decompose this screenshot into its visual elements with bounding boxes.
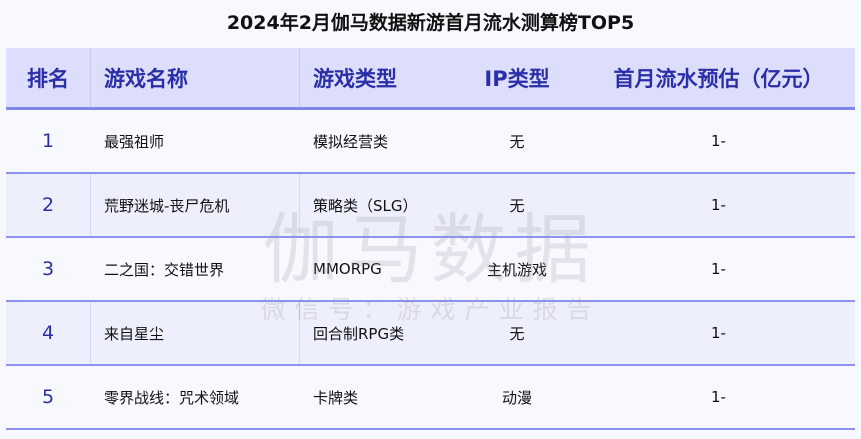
header-revenue: 首月流水预估（亿元） — [613, 66, 824, 91]
ip-type: 无 — [509, 324, 525, 343]
game-genre: 回合制RPG类 — [313, 324, 405, 343]
header-name: 游戏名称 — [104, 66, 188, 91]
table-row: 2 荒野迷城-丧尸危机 策略类（SLG） 无 1- — [6, 174, 855, 238]
revenue: 1- — [711, 196, 726, 214]
ip-type: 主机游戏 — [486, 260, 547, 279]
game-name: 荒野迷城-丧尸危机 — [104, 196, 230, 215]
ranking-table: 排名 游戏名称 游戏类型 IP类型 首月流水预估（亿元） 1 最强祖师 模拟经营… — [6, 48, 855, 430]
table-row: 4 来自星尘 回合制RPG类 无 1- — [6, 302, 855, 366]
column-divider — [90, 302, 91, 364]
table-row: 5 零界战线：咒术领域 卡牌类 动漫 1- — [6, 366, 855, 430]
game-genre: 策略类（SLG） — [313, 196, 418, 215]
page-title: 2024年2月伽马数据新游首月流水测算榜TOP5 — [226, 12, 635, 34]
revenue: 1- — [711, 132, 726, 150]
rank: 4 — [41, 322, 55, 344]
game-name: 二之国：交错世界 — [104, 260, 225, 279]
rank: 3 — [41, 258, 55, 280]
game-genre: MMORPG — [313, 260, 382, 278]
column-divider — [299, 302, 300, 364]
watermark-logo: 伽马数据 — [262, 205, 599, 294]
ip-type: 无 — [509, 196, 525, 215]
rank: 5 — [41, 386, 55, 408]
ip-type: 无 — [509, 132, 525, 151]
column-divider — [90, 48, 91, 107]
column-divider — [299, 174, 300, 236]
ip-type: 动漫 — [501, 388, 532, 407]
game-name: 零界战线：咒术领域 — [104, 388, 240, 407]
revenue: 1- — [711, 260, 726, 278]
game-genre: 卡牌类 — [313, 388, 359, 407]
table-header: 排名 游戏名称 游戏类型 IP类型 首月流水预估（亿元） — [6, 48, 855, 110]
rank: 2 — [41, 194, 55, 216]
revenue: 1- — [711, 388, 726, 406]
header-rank: 排名 — [27, 66, 69, 91]
game-name: 最强祖师 — [104, 132, 165, 151]
header-ip: IP类型 — [484, 66, 550, 91]
watermark-subtitle: 微信号：游戏产业报告 — [260, 295, 601, 324]
table-row: 3 二之国：交错世界 MMORPG 主机游戏 1- — [6, 238, 855, 302]
revenue: 1- — [711, 324, 726, 342]
column-divider — [299, 48, 300, 107]
game-name: 来自星尘 — [104, 324, 165, 343]
game-genre: 模拟经营类 — [313, 132, 389, 151]
header-genre: 游戏类型 — [313, 66, 397, 91]
rank: 1 — [41, 130, 55, 152]
table-row: 1 最强祖师 模拟经营类 无 1- — [6, 110, 855, 174]
column-divider — [90, 174, 91, 236]
